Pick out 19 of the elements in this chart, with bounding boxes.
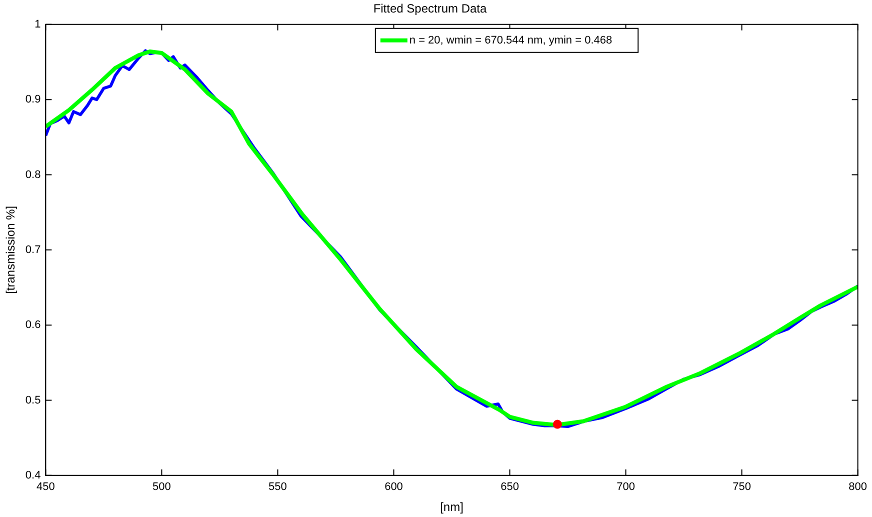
x-tick-label: 750 <box>732 481 751 494</box>
y-tick-label: 0.5 <box>25 394 41 406</box>
x-tick-label: 600 <box>384 481 403 494</box>
x-axis-title: [nm] <box>440 500 464 514</box>
y-tick-label: 0.6 <box>25 319 41 332</box>
y-axis-title: [transmission %] <box>4 206 18 294</box>
x-tick-label: 700 <box>616 481 635 494</box>
x-tick-label: 650 <box>500 481 519 494</box>
x-tick-label: 800 <box>848 481 868 494</box>
y-tick-label: 0.4 <box>25 469 41 482</box>
legend-label: n = 20, wmin = 670.544 nm, ymin = 0.468 <box>409 34 612 46</box>
x-tick-label: 550 <box>268 481 287 494</box>
chart-title: Fitted Spectrum Data <box>373 2 488 16</box>
x-tick-label: 500 <box>152 481 171 494</box>
y-tick-label: 0.8 <box>25 168 41 181</box>
x-tick-label: 450 <box>36 481 55 494</box>
y-tick-label: 0.7 <box>25 244 41 256</box>
y-tick-label: 1 <box>34 18 41 30</box>
y-tick-label: 0.9 <box>25 94 41 106</box>
